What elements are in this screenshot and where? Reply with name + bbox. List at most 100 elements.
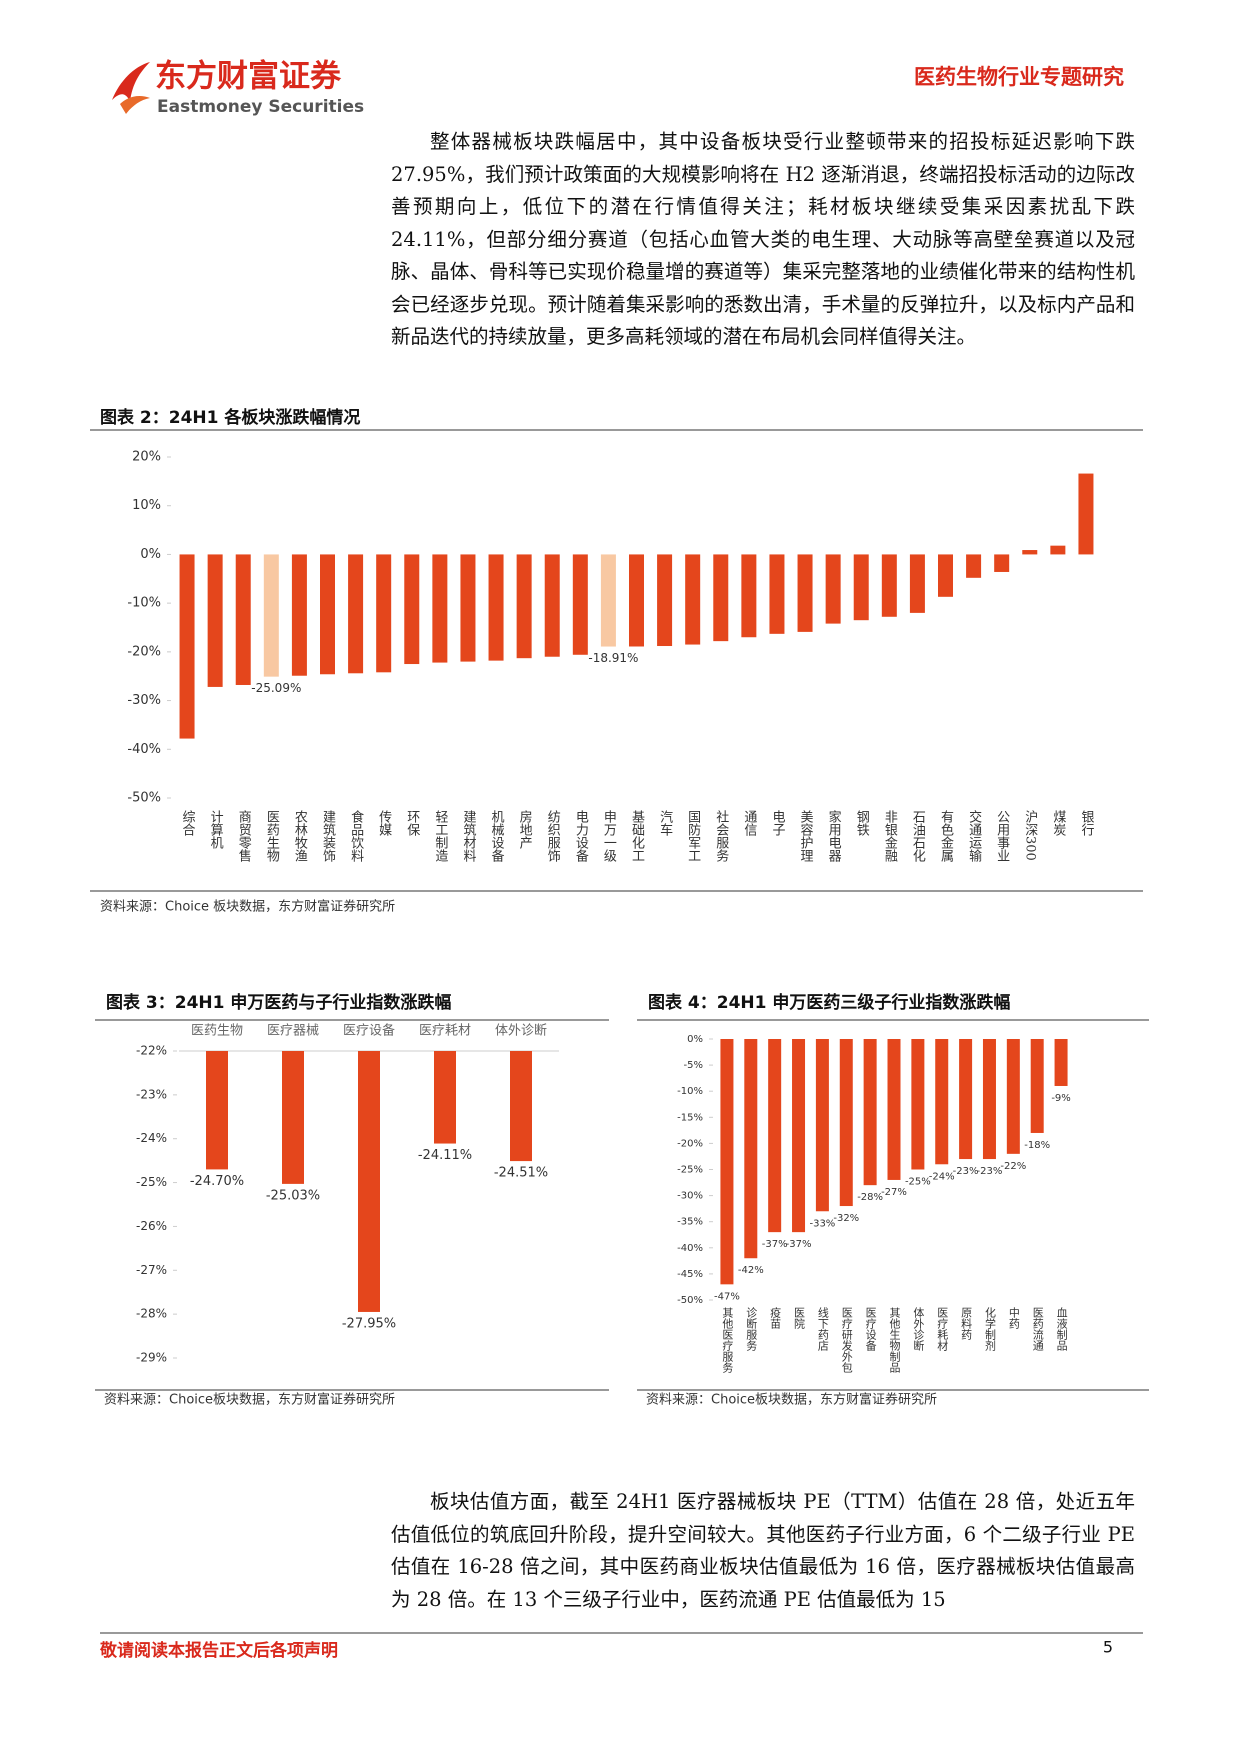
y-tick-label: -20%	[127, 644, 161, 659]
value-label: -27%	[881, 1187, 907, 1198]
x-tick-label: 医疗耗材	[936, 1307, 949, 1351]
bar	[911, 1039, 925, 1170]
x-tick-label: 钢铁	[854, 810, 870, 836]
x-tick-label: 轻工制造	[432, 810, 448, 863]
x-tick-label: 原料药	[960, 1307, 973, 1341]
x-tick-label: 诊断服务	[745, 1306, 758, 1351]
x-tick-label: 化学制剂	[983, 1306, 996, 1352]
value-label: -25%	[905, 1177, 931, 1188]
footer-disclaimer: 敬请阅读本报告正文后各项声明	[99, 1640, 338, 1661]
bar	[768, 1039, 782, 1233]
bar	[815, 1039, 829, 1212]
y-tick-label: -45%	[677, 1269, 703, 1280]
bar	[994, 554, 1010, 572]
x-tick-label: 石油石化	[910, 810, 926, 863]
y-tick-label: -40%	[127, 742, 161, 757]
y-tick-label: -28%	[136, 1307, 167, 1321]
bar	[1030, 1039, 1044, 1133]
x-tick-label: 纺织服饰	[545, 810, 561, 862]
y-tick-label: -35%	[677, 1217, 703, 1228]
y-tick-label: -22%	[136, 1044, 167, 1058]
value-label: -47%	[714, 1291, 740, 1302]
bar	[348, 554, 364, 674]
y-tick-label: -5%	[684, 1060, 703, 1071]
x-tick-label: 汽车	[657, 810, 673, 836]
bar	[938, 554, 953, 597]
y-tick-label: -25%	[136, 1175, 167, 1189]
x-tick-label: 传媒	[376, 810, 392, 836]
paragraph: 整体器械板块跌幅居中，其中设备板块受行业整顿带来的招投标延迟影响下跌 27.95…	[391, 130, 1135, 348]
value-label: -24%	[929, 1171, 955, 1182]
value-label: -37%	[762, 1239, 788, 1250]
value-label: -24.70%	[190, 1174, 244, 1189]
bar	[839, 1039, 853, 1207]
bar	[713, 554, 729, 642]
bar	[434, 1051, 456, 1144]
value-label: -27.95%	[342, 1316, 396, 1331]
x-tick-label: 家用电器	[826, 809, 842, 863]
bar	[291, 554, 307, 676]
x-tick-label: 血液制品	[1055, 1306, 1068, 1351]
y-tick-label: -50%	[127, 791, 161, 806]
value-label: -28%	[857, 1192, 883, 1203]
bar	[685, 554, 701, 645]
value-label: -32%	[833, 1213, 859, 1224]
x-tick-label: 建筑材料	[460, 810, 476, 862]
value-label: -9%	[1051, 1093, 1070, 1104]
report-type: 医药生物行业专题研究	[914, 65, 1124, 89]
y-tick-label: -27%	[136, 1263, 167, 1277]
y-tick-label: 0%	[687, 1034, 703, 1045]
value-label: -23%	[977, 1166, 1003, 1177]
bar	[544, 554, 560, 657]
bar	[207, 554, 223, 687]
x-tick-label: 医疗研发外包	[840, 1307, 853, 1373]
x-tick-label: 美容护理	[798, 810, 814, 862]
x-tick-label: 食品饮料	[348, 809, 364, 862]
bar	[1006, 1039, 1020, 1154]
bar	[432, 554, 448, 663]
y-tick-label: -15%	[677, 1112, 703, 1123]
figure-title: 图表 3：24H1 申万医药与子行业指数涨跌幅	[106, 992, 451, 1013]
y-tick-label: -10%	[127, 596, 161, 611]
y-tick-label: 20%	[132, 450, 161, 465]
x-tick-label: 通信	[741, 810, 757, 836]
x-tick-label: 银行	[1078, 810, 1094, 837]
y-tick-label: -50%	[677, 1295, 703, 1306]
x-tick-label: 综合	[180, 810, 196, 836]
bar	[982, 1039, 996, 1160]
x-tick-label: 沪深300	[1022, 809, 1038, 860]
x-tick-label: 商贸零售	[236, 810, 252, 862]
bar	[881, 554, 897, 617]
x-tick-label: 国防军工	[685, 810, 701, 862]
value-label: -25.09%	[251, 681, 301, 695]
x-tick-label: 体外诊断	[912, 1306, 925, 1352]
bar	[460, 554, 476, 662]
x-tick-label: 医药生物	[264, 810, 280, 863]
figure-source: 资料来源：Choice板块数据，东方财富证券研究所	[104, 1392, 395, 1408]
bar	[263, 554, 279, 677]
x-tick-label: 线下药店	[816, 1306, 829, 1351]
x-tick-label: 房地产	[517, 809, 533, 850]
y-tick-label: -25%	[677, 1165, 703, 1176]
x-tick-label: 医疗设备	[343, 1023, 395, 1039]
x-tick-label: 交通运输	[966, 809, 982, 862]
bar	[792, 1039, 806, 1233]
figure-title: 图表 4：24H1 申万医药三级子行业指数涨跌幅	[648, 992, 1010, 1013]
bar	[376, 554, 392, 673]
value-label: -18%	[1024, 1140, 1050, 1151]
figure-source: 资料来源：Choice 板块数据，东方财富证券研究所	[100, 899, 395, 915]
bar	[887, 1039, 901, 1180]
bar	[909, 554, 925, 613]
bar	[1022, 550, 1038, 555]
bar	[179, 554, 195, 739]
bar	[853, 554, 869, 621]
value-label: -24.11%	[418, 1148, 472, 1163]
bar	[825, 554, 841, 624]
bar	[629, 554, 644, 647]
x-tick-label: 基础化工	[629, 810, 645, 862]
bar	[720, 1039, 734, 1285]
bar	[657, 554, 673, 647]
x-tick-label: 医院	[793, 1307, 806, 1329]
bar	[282, 1051, 304, 1184]
